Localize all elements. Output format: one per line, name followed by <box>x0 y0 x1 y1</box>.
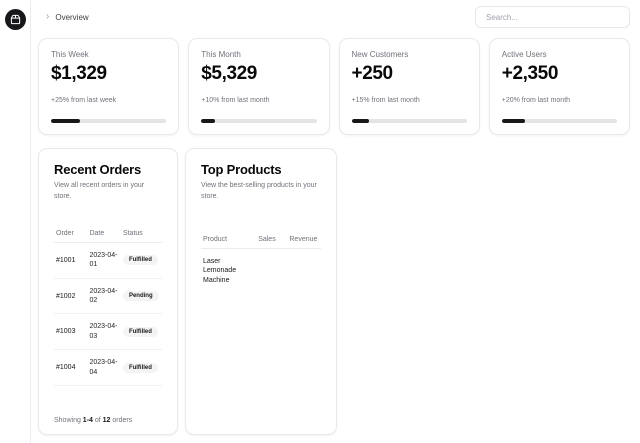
panels-row: Recent Orders View all recent orders in … <box>38 148 630 435</box>
stat-value: +250 <box>351 63 394 84</box>
table-row[interactable]: #1004 2023-04-04 Fulfilled <box>54 349 162 387</box>
progress-fill <box>351 119 369 123</box>
progress-bar <box>201 119 317 123</box>
product-name: Laser Lemonade Machine <box>203 257 237 285</box>
product-sales <box>256 248 287 294</box>
order-id: #1004 <box>54 349 88 387</box>
column-header-order: Order <box>54 224 88 243</box>
column-header-status: Status <box>120 224 162 243</box>
progress-bar <box>351 119 467 123</box>
breadcrumb: › Overview <box>46 12 89 22</box>
stat-label: Active Users <box>501 50 547 59</box>
status-badge: Fulfilled <box>122 255 158 266</box>
table-header-row: Order Date Status <box>54 224 162 243</box>
sidebar <box>0 0 31 443</box>
column-header-product: Product <box>201 230 257 249</box>
order-id: #1001 <box>54 242 88 279</box>
column-header-revenue: Revenue <box>287 230 321 249</box>
top-products-table: Product Sales Revenue Laser Lemonade Mac… <box>201 230 321 294</box>
stat-note: +10% from last month <box>201 97 270 104</box>
stat-value: $5,329 <box>201 63 257 84</box>
recent-orders-card: Recent Orders View all recent orders in … <box>38 148 178 435</box>
table-row[interactable]: #1003 2023-04-03 Fulfilled <box>54 313 162 351</box>
shown-range: 1-4 <box>82 417 93 424</box>
stat-label: This Month <box>201 50 241 59</box>
stat-card-this-week: This Week $1,329 +25% from last week <box>38 38 180 135</box>
order-date: 2023-04-02 <box>87 278 121 315</box>
stat-card-new-customers: New Customers +250 +15% from last month <box>338 38 480 135</box>
recent-orders-subtitle: View all recent orders in your store. <box>54 182 145 200</box>
chevron-right-icon: › <box>46 11 50 22</box>
stat-note: +25% from last week <box>51 97 117 104</box>
top-products-title: Top Products <box>201 162 282 177</box>
store-logo-button[interactable] <box>4 9 26 30</box>
stat-note: +15% from last month <box>351 97 420 104</box>
recent-orders-table: Order Date Status #1001 2023-04-01 Fulfi… <box>54 224 162 387</box>
stats-row: This Week $1,329 +25% from last week Thi… <box>38 38 630 135</box>
stat-value: +2,350 <box>501 63 559 84</box>
order-date: 2023-04-04 <box>87 349 121 387</box>
stat-card-active-users: Active Users +2,350 +20% from last month <box>488 38 630 135</box>
column-header-sales: Sales <box>256 230 288 249</box>
status-badge: Pending <box>122 291 159 301</box>
progress-bar <box>51 119 167 123</box>
breadcrumb-item-overview[interactable]: Overview <box>55 12 89 22</box>
product-revenue <box>287 248 321 294</box>
top-products-subtitle: View the best-selling products in your s… <box>201 182 317 200</box>
pagination-summary: Showing 1-4 of 12 orders <box>54 417 133 424</box>
main-content: › Overview This Week $1,329 +25% from la… <box>31 0 640 443</box>
order-date: 2023-04-01 <box>87 242 121 279</box>
progress-bar <box>501 119 617 123</box>
table-row[interactable]: #1002 2023-04-02 Pending <box>54 278 162 315</box>
order-id: #1002 <box>54 278 88 315</box>
search-input[interactable] <box>475 6 630 28</box>
table-header-row: Product Sales Revenue <box>201 230 321 249</box>
stat-card-this-month: This Month $5,329 +10% from last month <box>188 38 330 135</box>
stat-label: This Week <box>51 50 89 59</box>
package-icon <box>10 14 21 25</box>
progress-fill <box>201 119 216 123</box>
status-badge: Fulfilled <box>122 326 158 337</box>
stat-label: New Customers <box>351 50 409 59</box>
order-date: 2023-04-03 <box>87 313 121 351</box>
top-bar: › Overview <box>31 0 640 34</box>
total-count: 12 <box>102 417 111 424</box>
top-products-card: Top Products View the best-selling produ… <box>185 148 337 435</box>
progress-fill <box>501 119 525 123</box>
stat-value: $1,329 <box>51 63 107 84</box>
stat-note: +20% from last month <box>501 97 571 104</box>
status-badge: Fulfilled <box>122 362 158 373</box>
recent-orders-title: Recent Orders <box>54 162 141 177</box>
order-id: #1003 <box>54 313 88 351</box>
table-row[interactable]: #1001 2023-04-01 Fulfilled <box>54 242 162 279</box>
progress-fill <box>51 119 80 123</box>
table-row[interactable]: Laser Lemonade Machine <box>201 248 321 294</box>
column-header-date: Date <box>87 224 121 243</box>
